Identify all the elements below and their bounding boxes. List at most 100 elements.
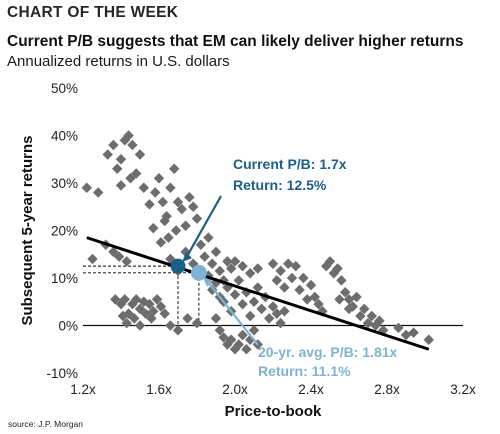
scatter-point — [108, 246, 119, 258]
x-axis-ticks: 1.2x 1.6x 2.0x 2.4x 2.8x 3.2x — [70, 382, 476, 397]
scatter-point — [165, 182, 176, 193]
scatter-point — [169, 163, 180, 174]
scatter-point — [163, 232, 174, 243]
y-tick-label: 50% — [51, 81, 78, 96]
x-tick-label: 2.0x — [222, 382, 248, 397]
scatter-point — [184, 192, 195, 203]
scatter-point — [129, 313, 140, 324]
scatter-point — [275, 317, 286, 329]
x-tick-label: 1.2x — [70, 382, 96, 397]
scatter-point — [123, 308, 134, 319]
scatter-point — [112, 163, 123, 174]
x-tick-label: 2.4x — [298, 382, 324, 397]
average-arrow-head — [202, 276, 213, 287]
scatter-point — [172, 196, 184, 208]
scatter-point — [191, 317, 203, 329]
scatter-point — [359, 303, 370, 315]
scatter-point — [362, 317, 374, 329]
scatter-point — [237, 329, 248, 341]
scatter-point — [302, 294, 313, 305]
y-axis-label: Subsequent 5-year returns — [19, 135, 36, 325]
scatter-point — [256, 303, 267, 315]
y-tick-label: 30% — [51, 176, 78, 191]
scatter-point — [343, 303, 355, 315]
y-tick-label: 20% — [51, 224, 78, 239]
average-marker — [190, 264, 207, 281]
scatter-point — [283, 258, 294, 269]
scatter-point — [148, 306, 159, 317]
scatter-point — [138, 182, 149, 193]
scatter-point — [279, 282, 290, 293]
scatter-point — [241, 344, 252, 355]
scatter-point — [222, 256, 233, 267]
reference-guides — [83, 265, 200, 326]
scatter-point — [229, 256, 241, 267]
scatter-point — [210, 246, 222, 258]
scatter-point — [294, 284, 305, 296]
scatter-point — [298, 272, 309, 284]
scatter-point — [87, 253, 98, 265]
scatter-point — [334, 294, 345, 305]
scatter-point — [233, 275, 244, 286]
scatter-point — [226, 263, 237, 274]
scatter-point — [115, 180, 127, 191]
current-return-label: Return: 12.5% — [233, 177, 327, 193]
scatter-point — [127, 139, 138, 151]
scatter-point — [180, 220, 191, 231]
average-arrow — [206, 280, 259, 346]
scatter-point — [400, 329, 412, 341]
scatter-point — [336, 275, 347, 286]
scatter-point — [248, 325, 260, 336]
scatter-point — [275, 265, 286, 277]
scatter-point — [93, 187, 104, 198]
average-return-label: Return: 11.1% — [258, 363, 351, 379]
scatter-point — [117, 310, 129, 322]
scatter-point — [210, 313, 222, 324]
scatter-point — [203, 232, 214, 243]
scatter-point — [355, 310, 366, 322]
scatter-point — [131, 168, 142, 179]
scatter-point — [144, 199, 155, 210]
scatter-point — [374, 315, 385, 326]
scatter-point — [188, 201, 199, 212]
scatter-point — [237, 260, 248, 272]
scatter-point — [134, 303, 146, 315]
scatter-point — [313, 298, 324, 310]
scatter-point — [81, 182, 92, 193]
scatter-point — [121, 317, 132, 329]
scatter-point — [150, 187, 161, 198]
scatter-point — [214, 265, 225, 277]
scatter-point — [172, 325, 184, 336]
scatter-point — [264, 313, 275, 324]
scatter-point — [108, 139, 119, 151]
scatter-point — [408, 327, 419, 338]
data-points — [81, 130, 434, 355]
scatter-point — [102, 149, 113, 160]
scatter-point — [218, 332, 229, 343]
chart-title: Current P/B suggests that EM can likely … — [7, 33, 464, 50]
scatter-point — [155, 237, 167, 248]
scatter-point — [155, 301, 167, 312]
scatter-point — [131, 294, 142, 305]
y-tick-label: 0% — [58, 319, 78, 334]
scatter-point — [148, 222, 159, 234]
scatter-point — [113, 251, 125, 262]
scatter-point — [305, 279, 317, 291]
scatter-point — [229, 344, 241, 355]
scatter-point — [332, 263, 343, 274]
scatter-point — [423, 334, 434, 345]
current-label: Current P/B: 1.7x — [233, 156, 347, 172]
scatter-point — [252, 282, 263, 293]
scatter-point — [233, 339, 244, 350]
scatter-point — [119, 294, 130, 305]
scatter-point — [170, 225, 182, 236]
scatter-point — [140, 308, 151, 319]
scatter-point — [267, 258, 279, 269]
y-tick-label: 10% — [51, 271, 78, 286]
scatter-point — [245, 268, 256, 279]
x-tick-label: 2.8x — [374, 382, 400, 397]
current-arrow-head — [182, 252, 192, 263]
kicker-heading: CHART OF THE WEEK — [7, 4, 179, 21]
scatter-point — [214, 325, 225, 336]
